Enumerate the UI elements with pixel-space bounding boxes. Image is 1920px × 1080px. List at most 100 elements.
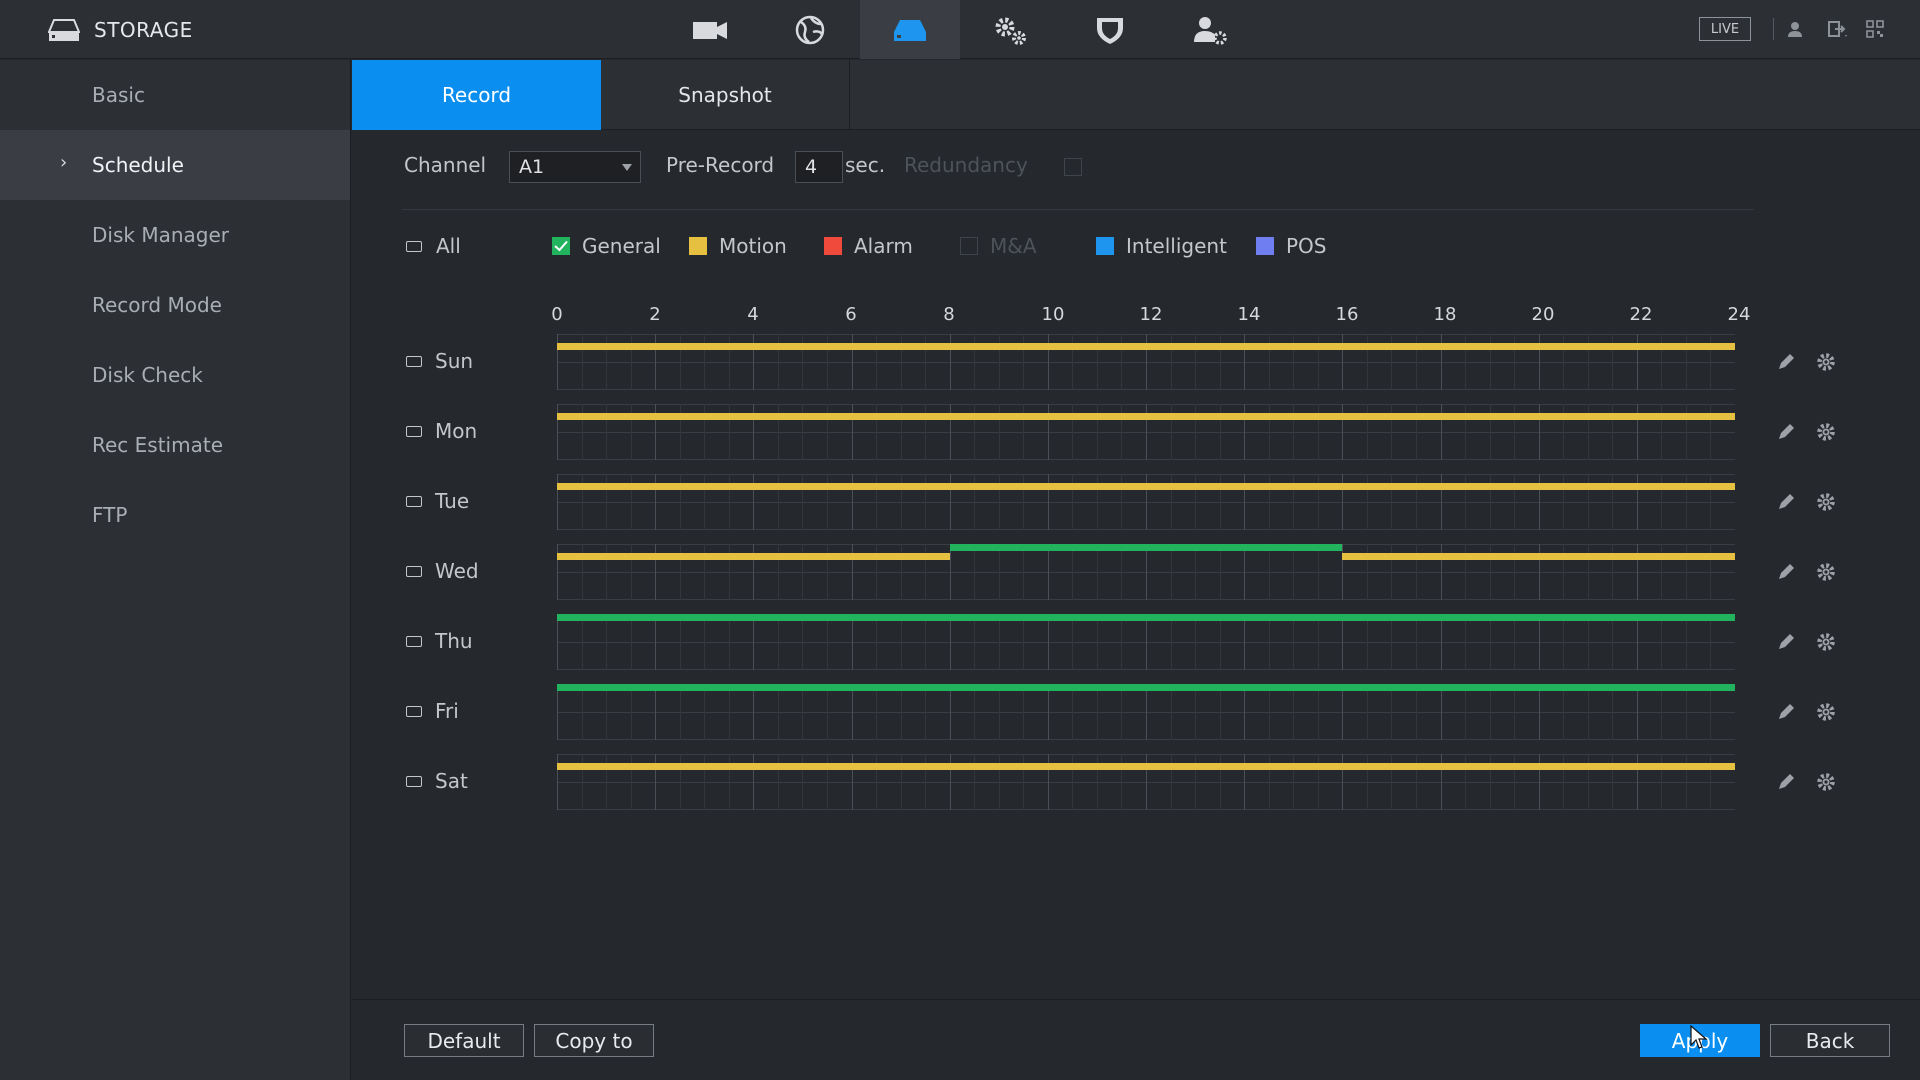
schedule-row-fri[interactable] xyxy=(557,684,1735,740)
app-title: STORAGE xyxy=(94,17,193,42)
legend-alarm[interactable]: Alarm xyxy=(824,232,913,260)
nav-camera[interactable] xyxy=(660,0,760,59)
day-tue-checkbox[interactable]: Tue xyxy=(406,487,469,515)
channel-label: Channel xyxy=(404,153,487,177)
sidebar-item-record-mode[interactable]: Record Mode xyxy=(0,270,350,340)
schedule-row-wed[interactable] xyxy=(557,544,1735,600)
nav-storage[interactable] xyxy=(860,0,960,59)
copy-to-button[interactable]: Copy to xyxy=(534,1024,654,1057)
day-thu-checkbox[interactable]: Thu xyxy=(406,627,473,655)
nav-network[interactable] xyxy=(760,0,860,59)
hour-label: 2 xyxy=(649,304,661,325)
channel-select[interactable]: A1 xyxy=(509,151,641,183)
tab-record[interactable]: Record xyxy=(352,60,601,130)
legend-label: Alarm xyxy=(854,234,913,258)
logout-icon[interactable] xyxy=(1826,18,1848,40)
edit-icon[interactable] xyxy=(1775,771,1797,793)
sidebar-item-disk-check[interactable]: Disk Check xyxy=(0,340,350,410)
schedule-segment-general[interactable] xyxy=(557,614,1735,621)
live-button[interactable]: LIVE xyxy=(1699,17,1751,41)
prerecord-unit: sec. xyxy=(845,153,886,177)
day-fri-checkbox[interactable]: Fri xyxy=(406,697,459,725)
tab-bar: Record Snapshot xyxy=(352,60,1920,130)
hour-label: 8 xyxy=(943,304,955,325)
edit-icon[interactable] xyxy=(1775,351,1797,373)
schedule-segment-motion[interactable] xyxy=(557,343,1735,350)
schedule-row-tue[interactable] xyxy=(557,474,1735,530)
sidebar-item-disk-manager[interactable]: Disk Manager xyxy=(0,200,350,270)
gear-icon[interactable] xyxy=(1815,701,1837,723)
schedule-segment-motion[interactable] xyxy=(557,553,950,560)
checkbox-icon xyxy=(406,705,422,717)
pos-swatch xyxy=(1256,237,1274,255)
select-all-checkbox[interactable]: All xyxy=(406,232,461,260)
main-nav xyxy=(660,0,1260,59)
schedule-segment-general[interactable] xyxy=(949,544,1343,551)
legend-pos[interactable]: POS xyxy=(1256,232,1327,260)
day-mon-checkbox[interactable]: Mon xyxy=(406,417,477,445)
day-wed-checkbox[interactable]: Wed xyxy=(406,557,479,585)
checkmark-icon xyxy=(554,240,568,252)
legend-label: POS xyxy=(1286,234,1327,258)
schedule-row-sat[interactable] xyxy=(557,754,1735,810)
hour-label: 10 xyxy=(1041,304,1065,325)
schedule-row-mon[interactable] xyxy=(557,404,1735,460)
schedule-segment-motion[interactable] xyxy=(557,763,1735,770)
nav-system[interactable] xyxy=(960,0,1060,59)
sidebar-item-rec-estimate[interactable]: Rec Estimate xyxy=(0,410,350,480)
select-all-label: All xyxy=(436,234,461,258)
gear-icon[interactable] xyxy=(1815,491,1837,513)
sidebar-item-schedule[interactable]: › Schedule xyxy=(0,130,350,200)
alarm-swatch xyxy=(824,237,842,255)
gear-icon[interactable] xyxy=(1815,561,1837,583)
tab-snapshot[interactable]: Snapshot xyxy=(601,60,850,130)
gear-icon[interactable] xyxy=(1815,771,1837,793)
schedule-row-sun[interactable] xyxy=(557,334,1735,390)
day-label: Thu xyxy=(435,629,473,653)
back-button[interactable]: Back xyxy=(1770,1024,1890,1057)
schedule-segment-motion[interactable] xyxy=(1342,553,1735,560)
hour-label: 12 xyxy=(1139,304,1163,325)
edit-icon[interactable] xyxy=(1775,421,1797,443)
edit-icon[interactable] xyxy=(1775,561,1797,583)
schedule-row-thu[interactable] xyxy=(557,614,1735,670)
schedule-segment-motion[interactable] xyxy=(557,483,1735,490)
hour-label: 22 xyxy=(1629,304,1653,325)
gear-icon[interactable] xyxy=(1815,421,1837,443)
day-label: Fri xyxy=(435,699,459,723)
edit-icon[interactable] xyxy=(1775,631,1797,653)
sidebar-item-ftp[interactable]: FTP xyxy=(0,480,350,550)
qr-code-icon[interactable] xyxy=(1864,18,1886,40)
sidebar-item-basic[interactable]: Basic xyxy=(0,60,350,130)
divider xyxy=(402,209,1754,210)
camera-icon xyxy=(693,21,727,39)
legend-motion[interactable]: Motion xyxy=(689,232,787,260)
prerecord-value: 4 xyxy=(805,156,818,178)
default-button[interactable]: Default xyxy=(404,1024,524,1057)
legend-intelligent[interactable]: Intelligent xyxy=(1096,232,1227,260)
prerecord-label: Pre-Record xyxy=(666,153,775,177)
edit-icon[interactable] xyxy=(1775,491,1797,513)
user-icon[interactable] xyxy=(1784,18,1806,40)
schedule-segment-general[interactable] xyxy=(557,684,1735,691)
nav-account[interactable] xyxy=(1160,0,1260,59)
day-label: Tue xyxy=(435,489,470,513)
gear-icon[interactable] xyxy=(1815,631,1837,653)
prerecord-input[interactable]: 4 xyxy=(795,151,843,183)
channel-value: A1 xyxy=(519,156,545,178)
sidebar-item-label: Disk Check xyxy=(92,363,203,387)
day-sun-checkbox[interactable]: Sun xyxy=(406,347,473,375)
gear-icon[interactable] xyxy=(1815,351,1837,373)
legend-general[interactable]: General xyxy=(552,232,661,260)
hour-label: 18 xyxy=(1433,304,1457,325)
schedule-segment-motion[interactable] xyxy=(557,413,1735,420)
mouse-cursor-icon xyxy=(1690,1025,1708,1049)
day-sat-checkbox[interactable]: Sat xyxy=(406,767,468,795)
checkbox-icon xyxy=(406,425,422,437)
redundancy-checkbox[interactable] xyxy=(1064,158,1082,176)
checkbox-icon xyxy=(406,565,422,577)
edit-icon[interactable] xyxy=(1775,701,1797,723)
sidebar-item-label: Disk Manager xyxy=(92,223,229,247)
hour-label: 6 xyxy=(845,304,857,325)
nav-security[interactable] xyxy=(1060,0,1160,59)
